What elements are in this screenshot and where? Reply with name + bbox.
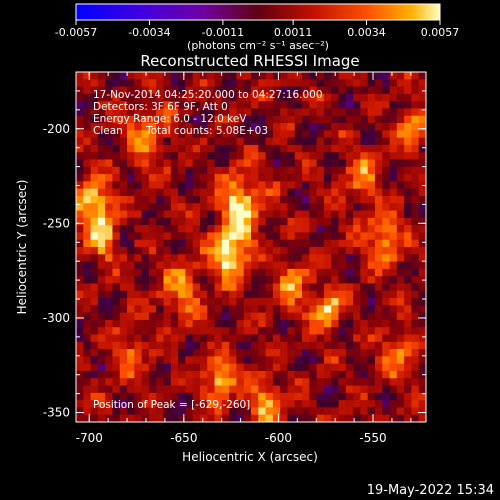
x-axis-label: Heliocentric X (arcsec) — [182, 450, 318, 464]
x-tick-label: -600 — [265, 431, 292, 445]
y-axis-ticks — [76, 90, 426, 414]
colorbar-ticks — [75, 20, 441, 25]
x-tick-label: -550 — [359, 431, 386, 445]
annotation-total-counts: Total counts: 5.08E+03 — [145, 125, 268, 137]
reconstructed-image — [76, 72, 426, 422]
colorbar-tick-label: -0.0057 — [55, 26, 97, 39]
colorbar — [75, 3, 441, 21]
colorbar-tick-label: 0.0057 — [421, 26, 460, 39]
colorbar-tick-label: 0.0034 — [347, 26, 386, 39]
annotation-peak-position: Position of Peak = [-629,-260] — [93, 399, 250, 411]
y-tick-label: -350 — [43, 406, 70, 420]
annotation-algorithm: Clean — [93, 125, 123, 137]
annotation-time-range: 17-Nov-2014 04:25:20.000 to 04:27:16.000 — [93, 89, 323, 101]
y-axis-label: Heliocentric Y (arcsec) — [15, 180, 29, 315]
x-axis-ticks — [88, 72, 412, 422]
plot-title: Reconstructed RHESSI Image — [140, 52, 359, 70]
colorbar-units: (photons cm⁻² s⁻¹ asec⁻²) — [187, 39, 329, 52]
colorbar-tick-label: -0.0011 — [202, 26, 244, 39]
plot-frame — [75, 71, 427, 423]
y-tick-label: -300 — [43, 311, 70, 325]
annotation-energy-range: Energy Range: 6.0 - 12.0 keV — [93, 113, 247, 125]
footer-date: 19-May-2022 15:34 — [367, 483, 494, 498]
colorbar-tick-label: -0.0034 — [128, 26, 170, 39]
colorbar-tick-labels: -0.0057 -0.0034 -0.0011 0.0011 0.0034 0.0057 — [55, 26, 459, 39]
x-axis-tick-labels: -700 -650 -600 -550 — [76, 431, 387, 445]
colorbar-tick-label: 0.0011 — [274, 26, 313, 39]
y-tick-label: -200 — [43, 122, 70, 136]
x-tick-label: -700 — [76, 431, 103, 445]
y-tick-label: -250 — [43, 216, 70, 230]
annotation-detectors: Detectors: 3F 6F 9F, Att 0 — [93, 101, 228, 113]
x-tick-label: -650 — [170, 431, 197, 445]
y-axis-tick-labels: -200 -250 -300 -350 — [43, 122, 70, 420]
